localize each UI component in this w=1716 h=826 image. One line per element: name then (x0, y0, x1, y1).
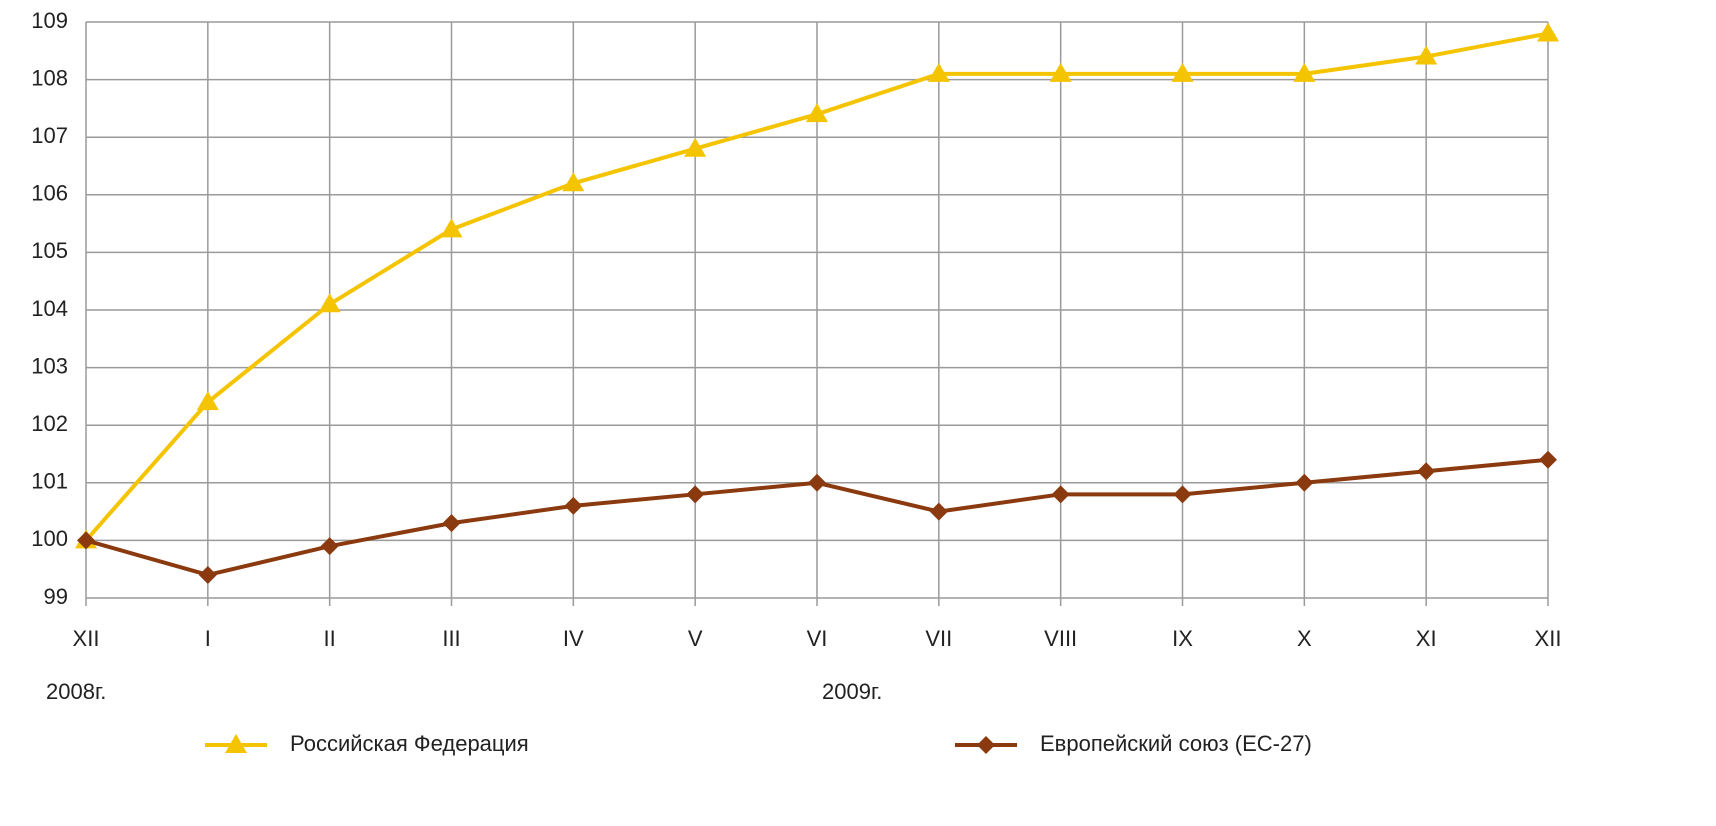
x-tick-label: I (205, 626, 211, 651)
y-tick-label: 109 (31, 8, 68, 33)
y-tick-label: 104 (31, 296, 68, 321)
diamond-marker (977, 736, 995, 754)
diamond-marker (198, 565, 217, 584)
year-label: 2008г. (46, 679, 106, 704)
diamond-marker (77, 531, 95, 550)
x-tick-label: VI (807, 626, 828, 651)
y-tick-label: 108 (31, 65, 68, 90)
triangle-marker (806, 103, 828, 123)
diamond-marker (929, 502, 948, 521)
diamond-marker (1539, 450, 1557, 469)
diamond-marker (442, 514, 461, 533)
y-tick-label: 99 (44, 584, 68, 609)
x-tick-label: XII (1535, 626, 1562, 651)
triangle-marker (1293, 62, 1316, 82)
y-tick-label: 102 (31, 411, 68, 436)
y-tick-label: 101 (31, 469, 68, 494)
triangle-marker (1415, 45, 1438, 65)
year-label: 2009г. (822, 679, 882, 704)
triangle-marker (1049, 62, 1072, 82)
x-tick-label: II (324, 626, 336, 651)
x-tick-label: III (442, 626, 460, 651)
y-tick-label: 107 (31, 123, 68, 148)
x-tick-label: IV (563, 626, 584, 651)
x-tick-label: IX (1172, 626, 1193, 651)
triangle-marker (196, 391, 219, 411)
y-tick-label: 103 (31, 353, 68, 378)
diamond-marker (564, 496, 583, 515)
triangle-marker (562, 172, 585, 192)
y-tick-label: 100 (31, 526, 68, 551)
triangle-marker (684, 137, 707, 157)
x-tick-label: XII (73, 626, 100, 651)
diamond-marker (1051, 485, 1070, 504)
y-tick-label: 106 (31, 181, 68, 206)
x-tick-label: X (1297, 626, 1312, 651)
diamond-marker (686, 485, 705, 504)
diamond-marker (1417, 462, 1436, 481)
diamond-marker (1173, 485, 1192, 504)
triangle-marker (440, 218, 463, 238)
x-tick-label: VIII (1044, 626, 1077, 651)
triangle-marker (927, 62, 950, 82)
triangle-marker (225, 734, 247, 753)
diamond-marker (320, 537, 339, 556)
x-tick-label: VII (925, 626, 952, 651)
triangle-marker (318, 293, 341, 313)
triangle-marker (1537, 22, 1559, 42)
x-tick-label: XI (1416, 626, 1437, 651)
legend-label: Европейский союз (ЕС-27) (1040, 731, 1312, 756)
triangle-marker (1171, 62, 1194, 82)
y-tick-label: 105 (31, 238, 68, 263)
legend-label: Российская Федерация (290, 731, 529, 756)
diamond-marker (1295, 473, 1314, 492)
diamond-marker (808, 473, 826, 492)
x-tick-label: V (688, 626, 703, 651)
